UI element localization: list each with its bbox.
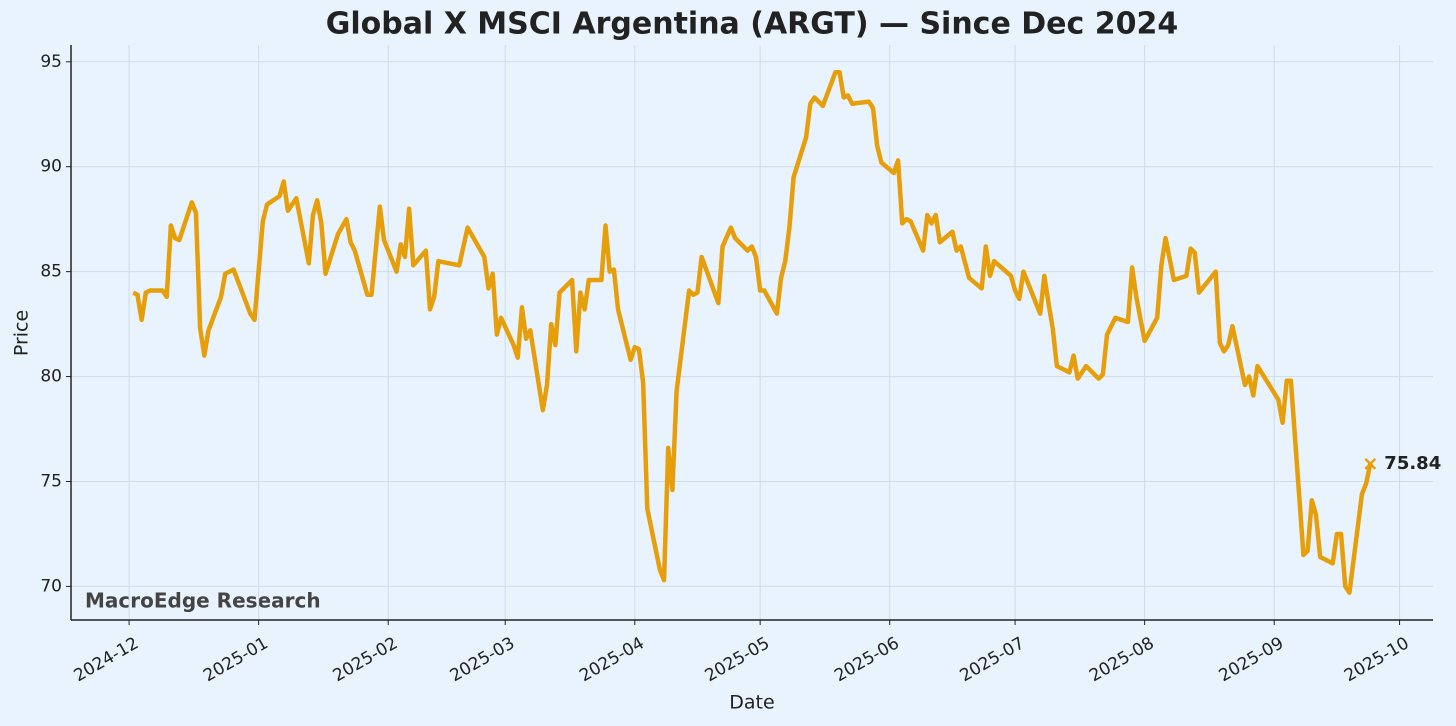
- x-tick-label: 2024-12: [71, 633, 143, 686]
- y-tick-label: 75: [40, 471, 62, 491]
- chart-title: Global X MSCI Argentina (ARGT) — Since D…: [326, 7, 1178, 42]
- x-tick-label: 2025-06: [831, 633, 903, 686]
- y-tick-label: 80: [40, 367, 62, 387]
- price-line: [132, 70, 1373, 595]
- x-tick-label: 2025-02: [330, 633, 402, 686]
- x-tick-label: 2025-01: [200, 633, 272, 686]
- x-tick-label: 2025-10: [1341, 633, 1413, 686]
- x-tick-label: 2025-09: [1216, 633, 1288, 686]
- y-tick-label: 85: [40, 262, 62, 282]
- last-marker: [1364, 457, 1377, 470]
- x-tick-label: 2025-04: [576, 633, 648, 686]
- y-tick-label: 95: [40, 52, 62, 72]
- watermark: MacroEdge Research: [85, 589, 321, 613]
- x-tick-label: 2025-05: [702, 633, 774, 686]
- y-tick-label: 90: [40, 157, 62, 177]
- x-axis-label: Date: [729, 692, 774, 714]
- x-tick-label: 2025-07: [957, 633, 1029, 686]
- y-axis-label: Price: [11, 310, 33, 356]
- x-tick-label: 2025-03: [447, 633, 519, 686]
- x-tick-label: 2025-08: [1086, 633, 1158, 686]
- y-tick-label: 70: [40, 576, 62, 596]
- last-value-label: 75.84: [1384, 453, 1441, 474]
